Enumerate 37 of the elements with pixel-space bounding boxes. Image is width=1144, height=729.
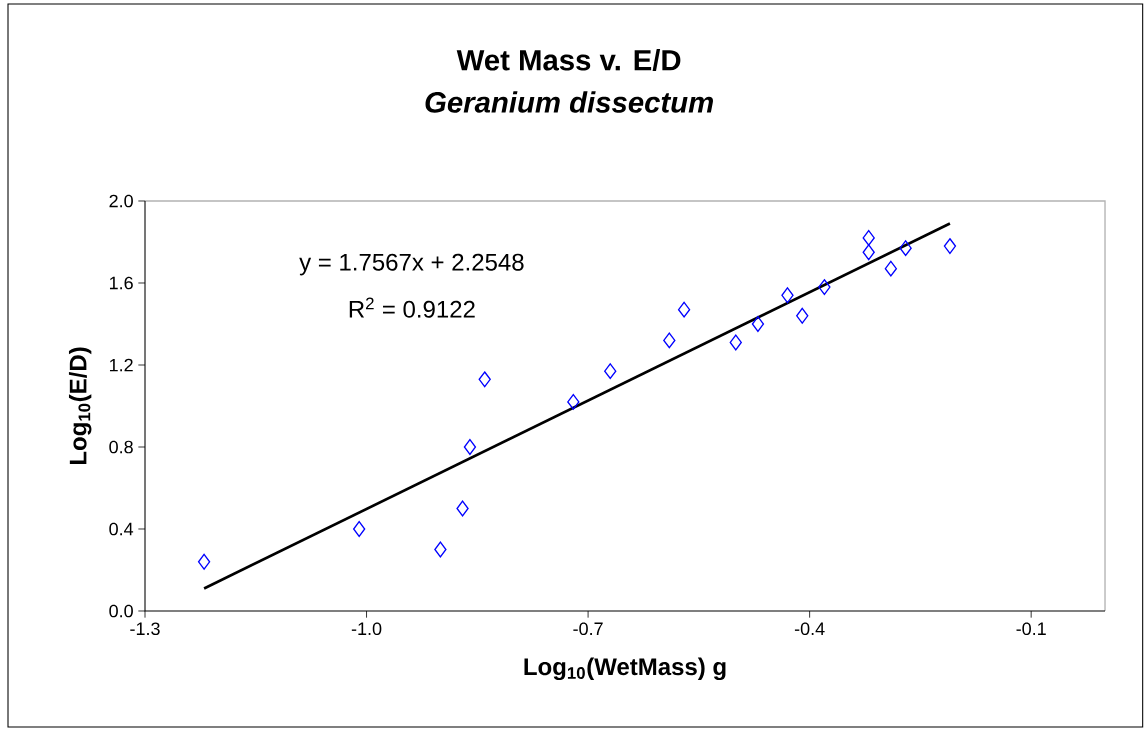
annotation: y = 1.7567x + 2.2548 [299,253,524,276]
x-axis-title: Log$_{10}$(WetMass) g [524,657,726,681]
point [677,301,691,318]
point [796,307,809,324]
y-tick-label: 0.8 [109,440,133,454]
point [567,393,580,410]
point [943,238,957,255]
point [751,316,765,333]
y-tick-label: 2.0 [109,194,133,208]
point [463,439,477,456]
point [197,553,211,570]
y-axis-title: Log$_{10}$(E/D) [68,347,92,465]
point [604,363,617,380]
chart-title: Wet Mass v. E/D [456,49,681,71]
point [899,240,912,257]
x-tick-label: -0.1 [1016,622,1046,636]
point [352,521,366,537]
y-tick-label: 0.0 [109,604,133,618]
point [434,541,447,558]
point [729,334,742,351]
point [884,260,898,277]
x-tick-label: -0.7 [573,622,603,636]
point [663,332,676,349]
point [781,287,794,304]
annotation: R$^{2}$ = 0.9122 [349,297,475,318]
y-tick-label: 1.6 [109,276,133,290]
point [456,500,469,517]
x-tick-label: -0.4 [794,622,825,636]
y-tick-label: 1.2 [109,358,133,372]
y-tick-label: 0.4 [109,522,134,536]
point [818,279,831,296]
point [862,244,875,261]
point [478,371,491,388]
point [862,229,875,246]
chart-subtitle: Geranium dissectum [425,91,713,113]
x-tick-label: -1.0 [351,622,382,636]
x-tick-label: -1.3 [130,622,160,636]
